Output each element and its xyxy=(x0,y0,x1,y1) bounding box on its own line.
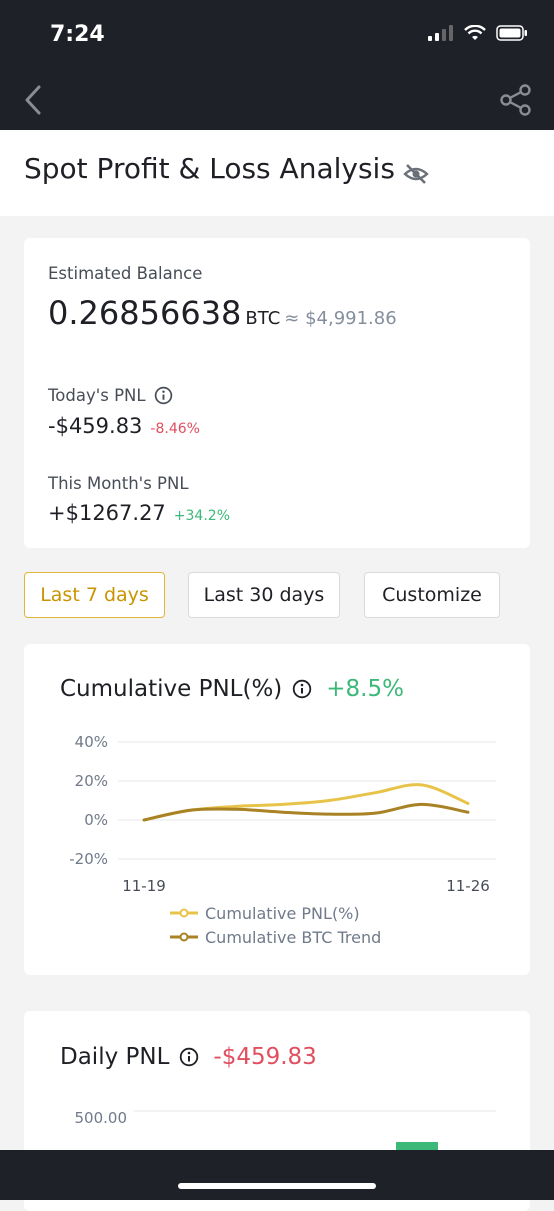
info-icon[interactable] xyxy=(154,386,173,405)
y-tick-label: -20% xyxy=(69,850,108,868)
daily-value: -$459.83 xyxy=(213,1044,317,1070)
x-tick-label: 11-19 xyxy=(122,877,166,895)
cumulative-title: Cumulative PNL(%) xyxy=(60,676,283,702)
tab-customize[interactable]: Customize xyxy=(364,572,500,618)
page-header: Spot Profit & Loss Analysis xyxy=(0,130,554,216)
cumulative-title-row: Cumulative PNL(%) +8.5% xyxy=(60,676,404,702)
cumulative-value: +8.5% xyxy=(326,676,404,702)
wifi-icon xyxy=(464,25,486,40)
chart-legend: Cumulative PNL(%) Cumulative BTC Trend xyxy=(170,904,381,947)
signal-icon xyxy=(428,25,453,41)
month-pnl-percent: +34.2% xyxy=(173,508,231,524)
cumulative-pnl-card: Cumulative PNL(%) +8.5% 40% 20% 0% -20% 11-… xyxy=(24,644,530,975)
y-tick-label: 500.00 xyxy=(75,1109,128,1127)
balance-usd: ≈ $4,991.86 xyxy=(284,308,397,329)
summary-card: Estimated Balance 0.26856638 BTC ≈ $4,991.… xyxy=(24,238,530,548)
daily-title-row: Daily PNL -$459.83 xyxy=(60,1044,317,1070)
month-pnl-value: +$1267.27 xyxy=(48,501,166,525)
balance-btc: 0.26856638 xyxy=(48,294,242,332)
info-icon[interactable] xyxy=(179,1047,199,1067)
nav-bar xyxy=(0,70,554,130)
status-bar: 7:24 xyxy=(0,0,554,70)
chevron-left-icon xyxy=(25,85,41,115)
status-icons xyxy=(428,25,528,41)
legend-label: Cumulative BTC Trend xyxy=(205,928,381,947)
today-pnl-label: Today's PNL xyxy=(48,386,146,405)
hide-balance-button[interactable] xyxy=(402,160,430,188)
legend-label: Cumulative PNL(%) xyxy=(205,904,360,923)
month-pnl: +$1267.27 +34.2% xyxy=(48,501,230,525)
cumulative-chart: 40% 20% 0% -20% 11-19 11-26 Cumulative PNL(%… xyxy=(69,733,496,947)
x-tick-label: 11-26 xyxy=(446,877,490,895)
back-button[interactable] xyxy=(20,82,50,118)
y-tick-label: 40% xyxy=(75,733,108,751)
share-button[interactable] xyxy=(498,84,534,116)
tab-last-30-days[interactable]: Last 30 days xyxy=(188,572,340,618)
balance-label: Estimated Balance xyxy=(48,264,203,283)
legend-marker xyxy=(179,932,189,942)
today-pnl-percent: -8.46% xyxy=(150,421,200,437)
x-axis-ticks: 11-19 11-26 xyxy=(122,877,490,895)
y-tick-label: 20% xyxy=(75,772,108,790)
today-pnl: -$459.83 -8.46% xyxy=(48,414,200,438)
eye-hidden-icon xyxy=(403,164,429,184)
tab-last-7-days[interactable]: Last 7 days xyxy=(24,572,165,618)
page-title: Spot Profit & Loss Analysis xyxy=(24,152,395,185)
battery-icon xyxy=(496,25,527,41)
today-pnl-value: -$459.83 xyxy=(48,414,143,438)
y-tick-label: 0% xyxy=(84,811,108,829)
balance-unit: BTC xyxy=(245,308,281,329)
daily-y-axis: 500.00 xyxy=(75,1109,496,1127)
chart-grid xyxy=(118,741,496,860)
status-time: 7:24 xyxy=(50,22,105,47)
legend-marker xyxy=(179,908,189,918)
today-pnl-label-row: Today's PNL xyxy=(48,386,173,405)
home-indicator-area xyxy=(0,1150,554,1200)
info-icon[interactable] xyxy=(292,679,312,699)
balance-row: 0.26856638 BTC ≈ $4,991.86 xyxy=(48,294,397,332)
series-line-btc-trend xyxy=(142,802,470,822)
chart-lines xyxy=(142,783,470,822)
share-icon xyxy=(500,84,531,116)
daily-title: Daily PNL xyxy=(60,1044,170,1070)
home-indicator[interactable] xyxy=(178,1183,376,1189)
y-axis-ticks: 40% 20% 0% -20% xyxy=(69,733,108,868)
month-pnl-label: This Month's PNL xyxy=(48,474,189,493)
